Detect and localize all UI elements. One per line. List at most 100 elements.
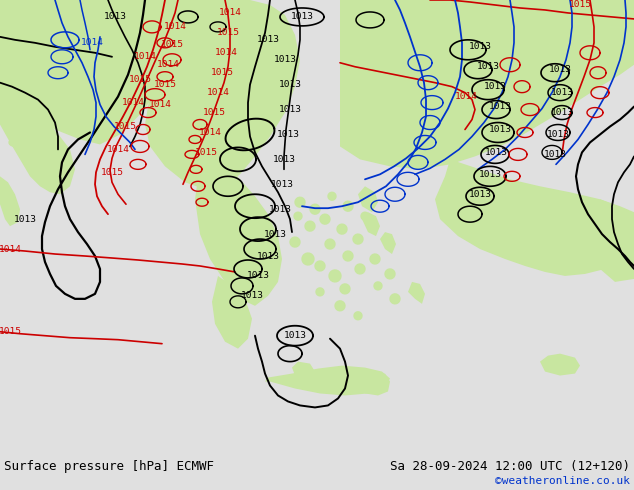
Polygon shape <box>340 0 634 170</box>
Polygon shape <box>14 101 30 112</box>
Polygon shape <box>305 221 315 231</box>
Text: 1014: 1014 <box>164 23 186 31</box>
Text: 1015: 1015 <box>202 108 226 117</box>
Polygon shape <box>302 253 314 265</box>
Text: 1014: 1014 <box>122 98 145 107</box>
Polygon shape <box>343 251 353 261</box>
Polygon shape <box>325 239 335 249</box>
Text: 1013: 1013 <box>484 82 507 91</box>
Text: 1013: 1013 <box>269 205 292 214</box>
Text: 1015: 1015 <box>569 0 592 9</box>
Text: 1013: 1013 <box>103 12 127 22</box>
Text: 1013: 1013 <box>273 155 295 164</box>
Polygon shape <box>11 121 25 128</box>
Polygon shape <box>385 269 395 279</box>
Text: 1014: 1014 <box>107 145 129 154</box>
Text: 1015: 1015 <box>153 80 176 89</box>
Polygon shape <box>295 197 305 207</box>
Polygon shape <box>390 294 400 304</box>
Polygon shape <box>315 261 325 271</box>
Text: 1013: 1013 <box>247 271 269 280</box>
Polygon shape <box>329 270 341 282</box>
Polygon shape <box>328 192 336 200</box>
Text: 1013: 1013 <box>479 170 501 179</box>
Text: Surface pressure [hPa] ECMWF: Surface pressure [hPa] ECMWF <box>4 460 214 473</box>
Polygon shape <box>290 237 300 247</box>
Text: 1013: 1013 <box>271 180 294 189</box>
Text: 1015: 1015 <box>210 68 233 77</box>
Polygon shape <box>195 145 282 306</box>
Text: 1014: 1014 <box>455 92 477 101</box>
Text: 1015: 1015 <box>0 327 22 336</box>
Text: 1014: 1014 <box>207 88 230 97</box>
Polygon shape <box>0 65 75 194</box>
Polygon shape <box>310 204 320 214</box>
Polygon shape <box>294 212 302 220</box>
Text: 1013: 1013 <box>550 108 574 117</box>
Text: 1013: 1013 <box>257 251 280 261</box>
Text: 1015: 1015 <box>129 75 152 84</box>
Polygon shape <box>362 212 380 236</box>
Text: 1013: 1013 <box>273 55 297 64</box>
Text: 1013: 1013 <box>290 12 313 22</box>
Text: 1013: 1013 <box>257 35 280 45</box>
Polygon shape <box>316 288 324 296</box>
Text: 1013: 1013 <box>13 215 37 223</box>
Text: Sa 28-09-2024 12:00 UTC (12+120): Sa 28-09-2024 12:00 UTC (12+120) <box>390 460 630 473</box>
Polygon shape <box>335 301 345 311</box>
Polygon shape <box>0 176 20 226</box>
Text: 1014: 1014 <box>214 49 238 57</box>
Text: 1015: 1015 <box>216 28 240 37</box>
Text: 1013: 1013 <box>469 42 491 51</box>
Polygon shape <box>265 366 390 395</box>
Polygon shape <box>370 254 380 264</box>
Polygon shape <box>355 264 365 274</box>
Polygon shape <box>435 159 634 276</box>
Polygon shape <box>292 362 315 379</box>
Text: 1013: 1013 <box>240 292 264 300</box>
Text: 1014: 1014 <box>148 100 172 109</box>
Text: 1013: 1013 <box>278 105 302 114</box>
Text: 1015: 1015 <box>101 168 124 177</box>
Text: 1013: 1013 <box>550 88 574 97</box>
Text: 1013: 1013 <box>484 148 507 157</box>
Text: 1014: 1014 <box>134 52 157 61</box>
Text: 1013: 1013 <box>469 190 491 199</box>
Polygon shape <box>365 373 390 395</box>
Text: 1013: 1013 <box>489 125 512 134</box>
Text: 1013: 1013 <box>283 331 306 340</box>
Polygon shape <box>212 276 252 349</box>
Text: 1013: 1013 <box>477 62 500 71</box>
Polygon shape <box>354 312 362 320</box>
Text: 1015: 1015 <box>195 148 217 157</box>
Text: 1013: 1013 <box>278 80 302 89</box>
Polygon shape <box>361 212 369 220</box>
Text: 1013: 1013 <box>548 65 571 74</box>
Text: 1015: 1015 <box>160 40 183 49</box>
Polygon shape <box>337 224 347 234</box>
Polygon shape <box>168 95 182 115</box>
Polygon shape <box>380 232 396 254</box>
Text: 1014: 1014 <box>0 245 22 253</box>
Polygon shape <box>600 199 634 282</box>
Text: 1014: 1014 <box>198 128 221 137</box>
Polygon shape <box>408 282 425 304</box>
Text: 1013: 1013 <box>489 102 512 111</box>
Polygon shape <box>9 139 21 147</box>
Polygon shape <box>340 284 350 294</box>
Polygon shape <box>320 214 330 224</box>
Polygon shape <box>374 282 382 290</box>
Text: 1013: 1013 <box>264 230 287 239</box>
Text: 1014: 1014 <box>157 60 179 69</box>
Text: 1013: 1013 <box>543 150 567 159</box>
Polygon shape <box>540 354 580 375</box>
Polygon shape <box>358 186 378 212</box>
Polygon shape <box>0 0 200 145</box>
Text: 1013: 1013 <box>276 130 299 139</box>
Text: 1013: 1013 <box>547 130 569 139</box>
Text: 1014: 1014 <box>81 38 103 48</box>
Text: 1015: 1015 <box>113 122 136 131</box>
Polygon shape <box>23 155 33 163</box>
Text: 1014: 1014 <box>219 8 242 18</box>
Text: ©weatheronline.co.uk: ©weatheronline.co.uk <box>495 476 630 487</box>
